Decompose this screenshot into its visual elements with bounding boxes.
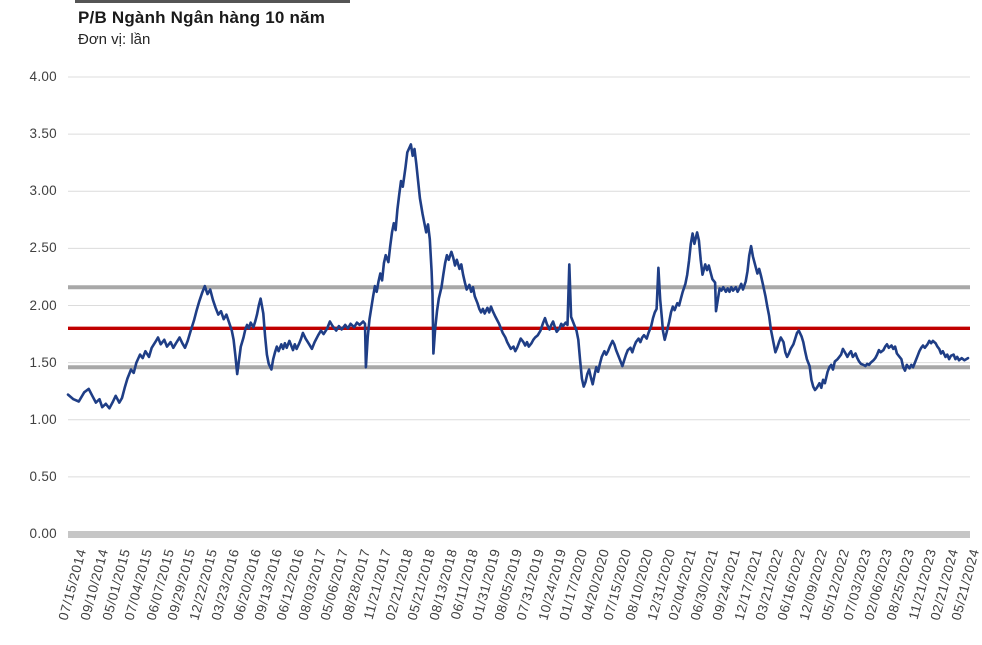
y-axis-label: 3.50 [29,126,57,142]
y-axis-label: 0.00 [29,526,57,541]
x-axis-baseline [68,531,970,538]
decorative-top-strip [75,0,350,3]
y-axis-label: 3.00 [29,183,57,199]
y-axis-label: 2.00 [29,297,57,313]
pb-series-line [66,143,970,410]
chart-title: P/B Ngành Ngân hàng 10 năm [78,8,326,27]
y-axis-label: 4.00 [29,69,57,84]
chart-unit-label: Đơn vị: lần [78,31,151,48]
y-axis-label: 0.50 [29,468,57,484]
y-axis-label: 1.50 [29,354,57,370]
y-axis-label: 2.50 [29,240,57,256]
y-axis-label: 1.00 [29,411,57,427]
